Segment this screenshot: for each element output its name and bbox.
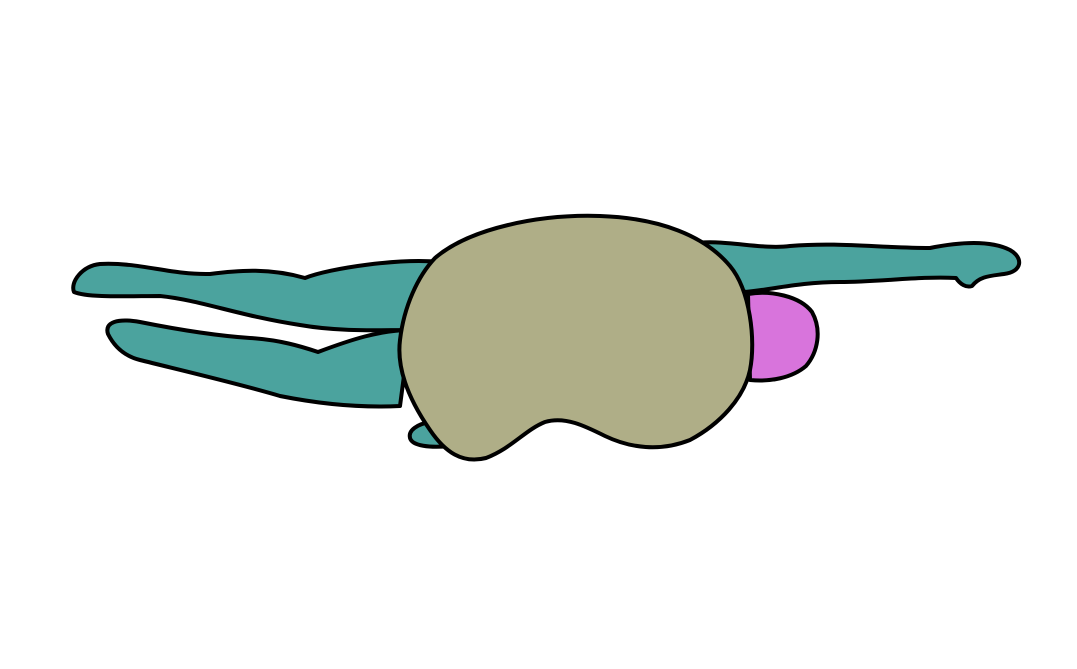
extended-arm <box>688 240 1021 294</box>
upper-leg <box>71 259 442 333</box>
body-blob <box>397 213 755 462</box>
swim-cap <box>746 290 820 383</box>
lower-leg <box>105 318 412 409</box>
